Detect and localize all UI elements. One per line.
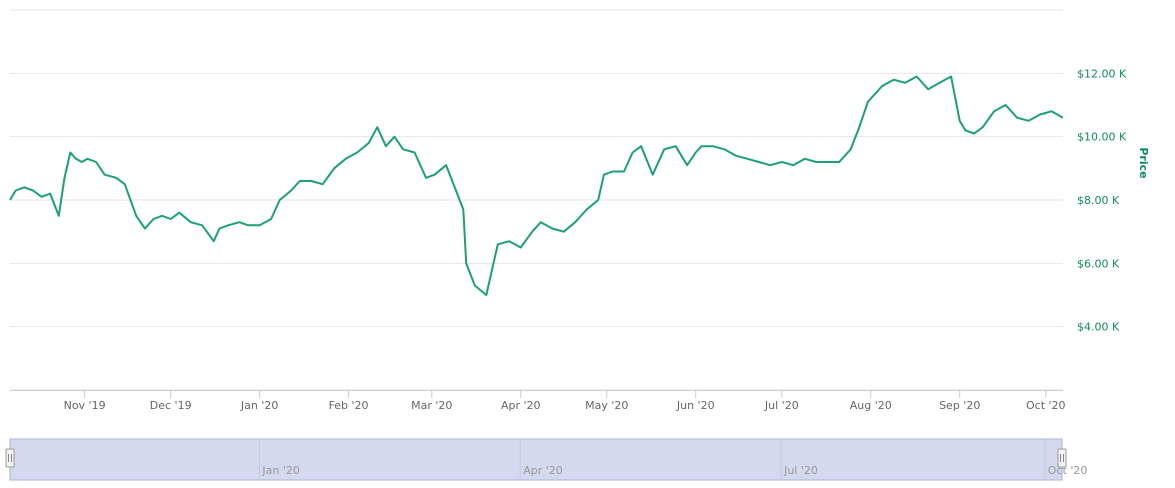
navigator-right-handle[interactable] — [1057, 448, 1067, 468]
navigator-label: Apr '20 — [523, 464, 563, 477]
drag-handle-icon — [5, 448, 15, 468]
x-tick-label: Jun '20 — [676, 399, 715, 412]
range-navigator[interactable]: Jan '20 Apr '20 Jul '20 Oct '20 — [5, 438, 1087, 481]
x-axis-ticks — [84, 390, 1047, 398]
y-axis-title: Price — [1137, 147, 1150, 178]
x-tick-label: Aug '20 — [850, 399, 892, 412]
navigator-label: Jan '20 — [261, 464, 299, 477]
navigator-label: Jul '20 — [783, 464, 818, 477]
y-tick-label: $6.00 K — [1077, 257, 1120, 270]
x-tick-label: Jul '20 — [764, 399, 799, 412]
y-tick-label: $8.00 K — [1077, 194, 1120, 207]
x-tick-label: Jan '20 — [240, 399, 278, 412]
y-tick-label: $12.00 K — [1077, 67, 1127, 80]
x-tick-label: Mar '20 — [411, 399, 452, 412]
navigator-left-handle[interactable] — [5, 448, 15, 468]
drag-handle-icon — [1057, 448, 1067, 468]
grid-lines — [10, 9, 1063, 391]
x-tick-label: Apr '20 — [501, 399, 541, 412]
x-tick-label: Nov '19 — [64, 399, 106, 412]
x-tick-label: May '20 — [585, 399, 628, 412]
navigator-grid — [258, 439, 1046, 480]
x-tick-label: Dec '19 — [150, 399, 192, 412]
y-tick-label: $4.00 K — [1077, 321, 1120, 334]
y-tick-label: $10.00 K — [1077, 131, 1127, 144]
x-axis-labels: Nov '19 Dec '19 Jan '20 Feb '20 Mar '20 Apr '… — [64, 399, 1066, 412]
navigator-label: Oct '20 — [1048, 464, 1088, 477]
x-tick-label: Feb '20 — [329, 399, 369, 412]
x-tick-label: Oct '20 — [1026, 399, 1066, 412]
y-axis-labels: $4.00 K $6.00 K $8.00 K $10.00 K $12.00 K — [1077, 67, 1127, 333]
navigator-labels: Jan '20 Apr '20 Jul '20 Oct '20 — [261, 464, 1087, 477]
x-tick-label: Sep '20 — [939, 399, 980, 412]
price-series-line — [9, 75, 1064, 296]
